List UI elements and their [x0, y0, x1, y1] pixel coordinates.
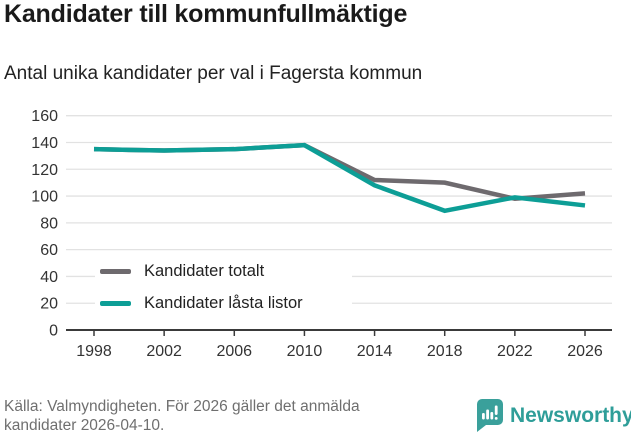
y-tick-label: 160: [31, 108, 58, 125]
line-chart: 0 20 40 60 80 100 120 140 160 1998 2002 2006 2010 201…: [31, 108, 612, 360]
x-tick-label: 2002: [146, 343, 182, 360]
newsworthy-logo: Newsworthy: [477, 399, 631, 432]
y-tick-label: 80: [40, 215, 58, 232]
series-line-0: [93, 142, 586, 202]
x-tick-label: 2026: [567, 343, 603, 360]
y-tick-label: 140: [31, 135, 58, 152]
page-title: Kandidater till kommunfullmäktige: [4, 0, 408, 28]
legend-label-total: Kandidater totalt: [144, 261, 265, 280]
x-tick-label: 2018: [427, 343, 463, 360]
source-note: Källa: Valmyndigheten. För 2026 gäller d…: [4, 398, 360, 434]
x-tick-label: 2014: [357, 343, 393, 360]
series-line-1: [93, 142, 586, 214]
chart-legend: Kandidater totalt Kandidater låsta listo…: [95, 256, 352, 319]
x-tick-label: 2006: [216, 343, 252, 360]
y-tick-label: 60: [40, 242, 58, 259]
x-tick-label: 1998: [76, 343, 112, 360]
y-tick-label: 100: [31, 189, 58, 206]
y-tick-label: 20: [40, 296, 58, 313]
legend-item-total: Kandidater totalt: [100, 261, 352, 281]
legend-label-locked-lists: Kandidater låsta listor: [144, 293, 303, 312]
legend-item-locked-lists: Kandidater låsta listor: [100, 293, 352, 313]
footer: Källa: Valmyndigheten. För 2026 gäller d…: [0, 394, 631, 439]
y-tick-label: 0: [49, 323, 58, 340]
x-tick-label: 2010: [287, 343, 323, 360]
chart-subtitle: Antal unika kandidater per val i Fagerst…: [4, 63, 423, 84]
y-tick-label: 120: [31, 162, 58, 179]
legend-swatch-total: [100, 268, 131, 274]
newsworthy-wordmark: Newsworthy: [510, 403, 631, 427]
newsworthy-icon: [477, 399, 503, 432]
x-tick-label: 2022: [497, 343, 533, 360]
y-tick-label: 40: [40, 269, 58, 286]
legend-swatch-locked-lists: [100, 300, 131, 306]
